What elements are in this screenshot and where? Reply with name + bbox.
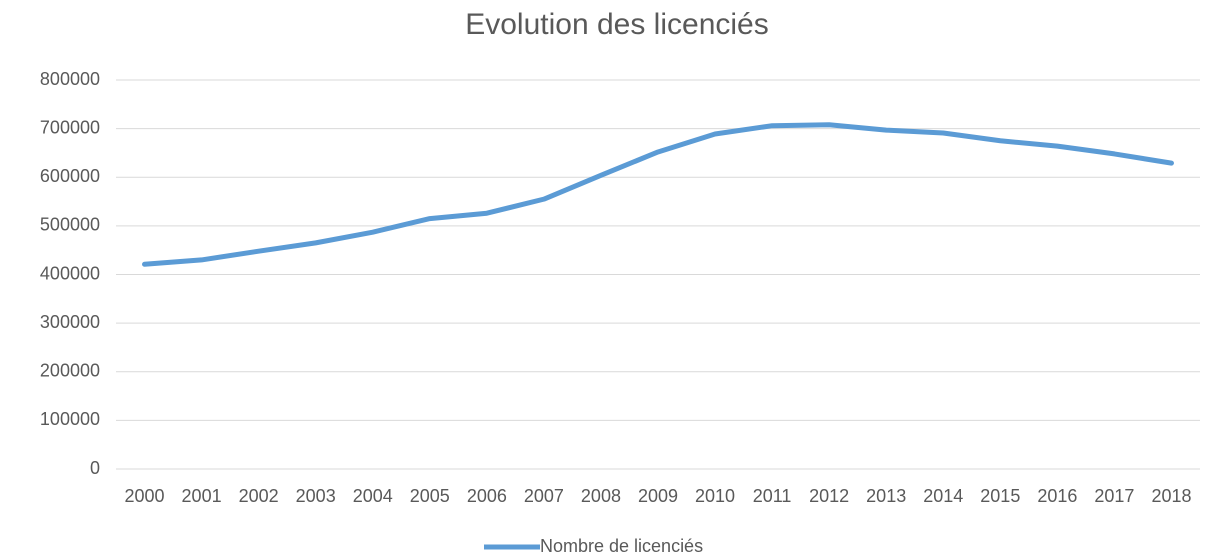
x-tick-label: 2016 [1037, 486, 1077, 506]
x-tick-label: 2013 [866, 486, 906, 506]
legend-label: Nombre de licenciés [540, 536, 703, 556]
x-tick-label: 2014 [923, 486, 963, 506]
chart-title: Evolution des licenciés [465, 8, 769, 41]
y-tick-label: 500000 [40, 215, 100, 235]
y-tick-label: 0 [90, 458, 100, 478]
y-tick-label: 600000 [40, 166, 100, 186]
x-tick-label: 2002 [239, 486, 279, 506]
y-tick-label: 100000 [40, 409, 100, 429]
x-tick-label: 2006 [467, 486, 507, 506]
x-tick-label: 2005 [410, 486, 450, 506]
x-tick-label: 2008 [581, 486, 621, 506]
x-tick-label: 2007 [524, 486, 564, 506]
x-tick-label: 2001 [182, 486, 222, 506]
x-tick-label: 2011 [753, 486, 792, 506]
x-tick-label: 2000 [125, 486, 165, 506]
y-tick-label: 400000 [40, 263, 100, 283]
x-tick-label: 2009 [638, 486, 678, 506]
y-tick-label: 800000 [40, 69, 100, 89]
y-tick-label: 300000 [40, 312, 100, 332]
line-series [142, 122, 1174, 267]
x-tick-label: 2017 [1094, 486, 1134, 506]
x-tick-label: 2012 [809, 486, 849, 506]
y-tick-label: 700000 [40, 117, 100, 137]
y-tick-label: 200000 [40, 361, 100, 381]
x-tick-label: 2004 [353, 486, 393, 506]
x-tick-label: 2015 [980, 486, 1020, 506]
x-tick-label: 2018 [1151, 486, 1191, 506]
x-tick-label: 2003 [296, 486, 336, 506]
x-tick-label: 2010 [695, 486, 735, 506]
